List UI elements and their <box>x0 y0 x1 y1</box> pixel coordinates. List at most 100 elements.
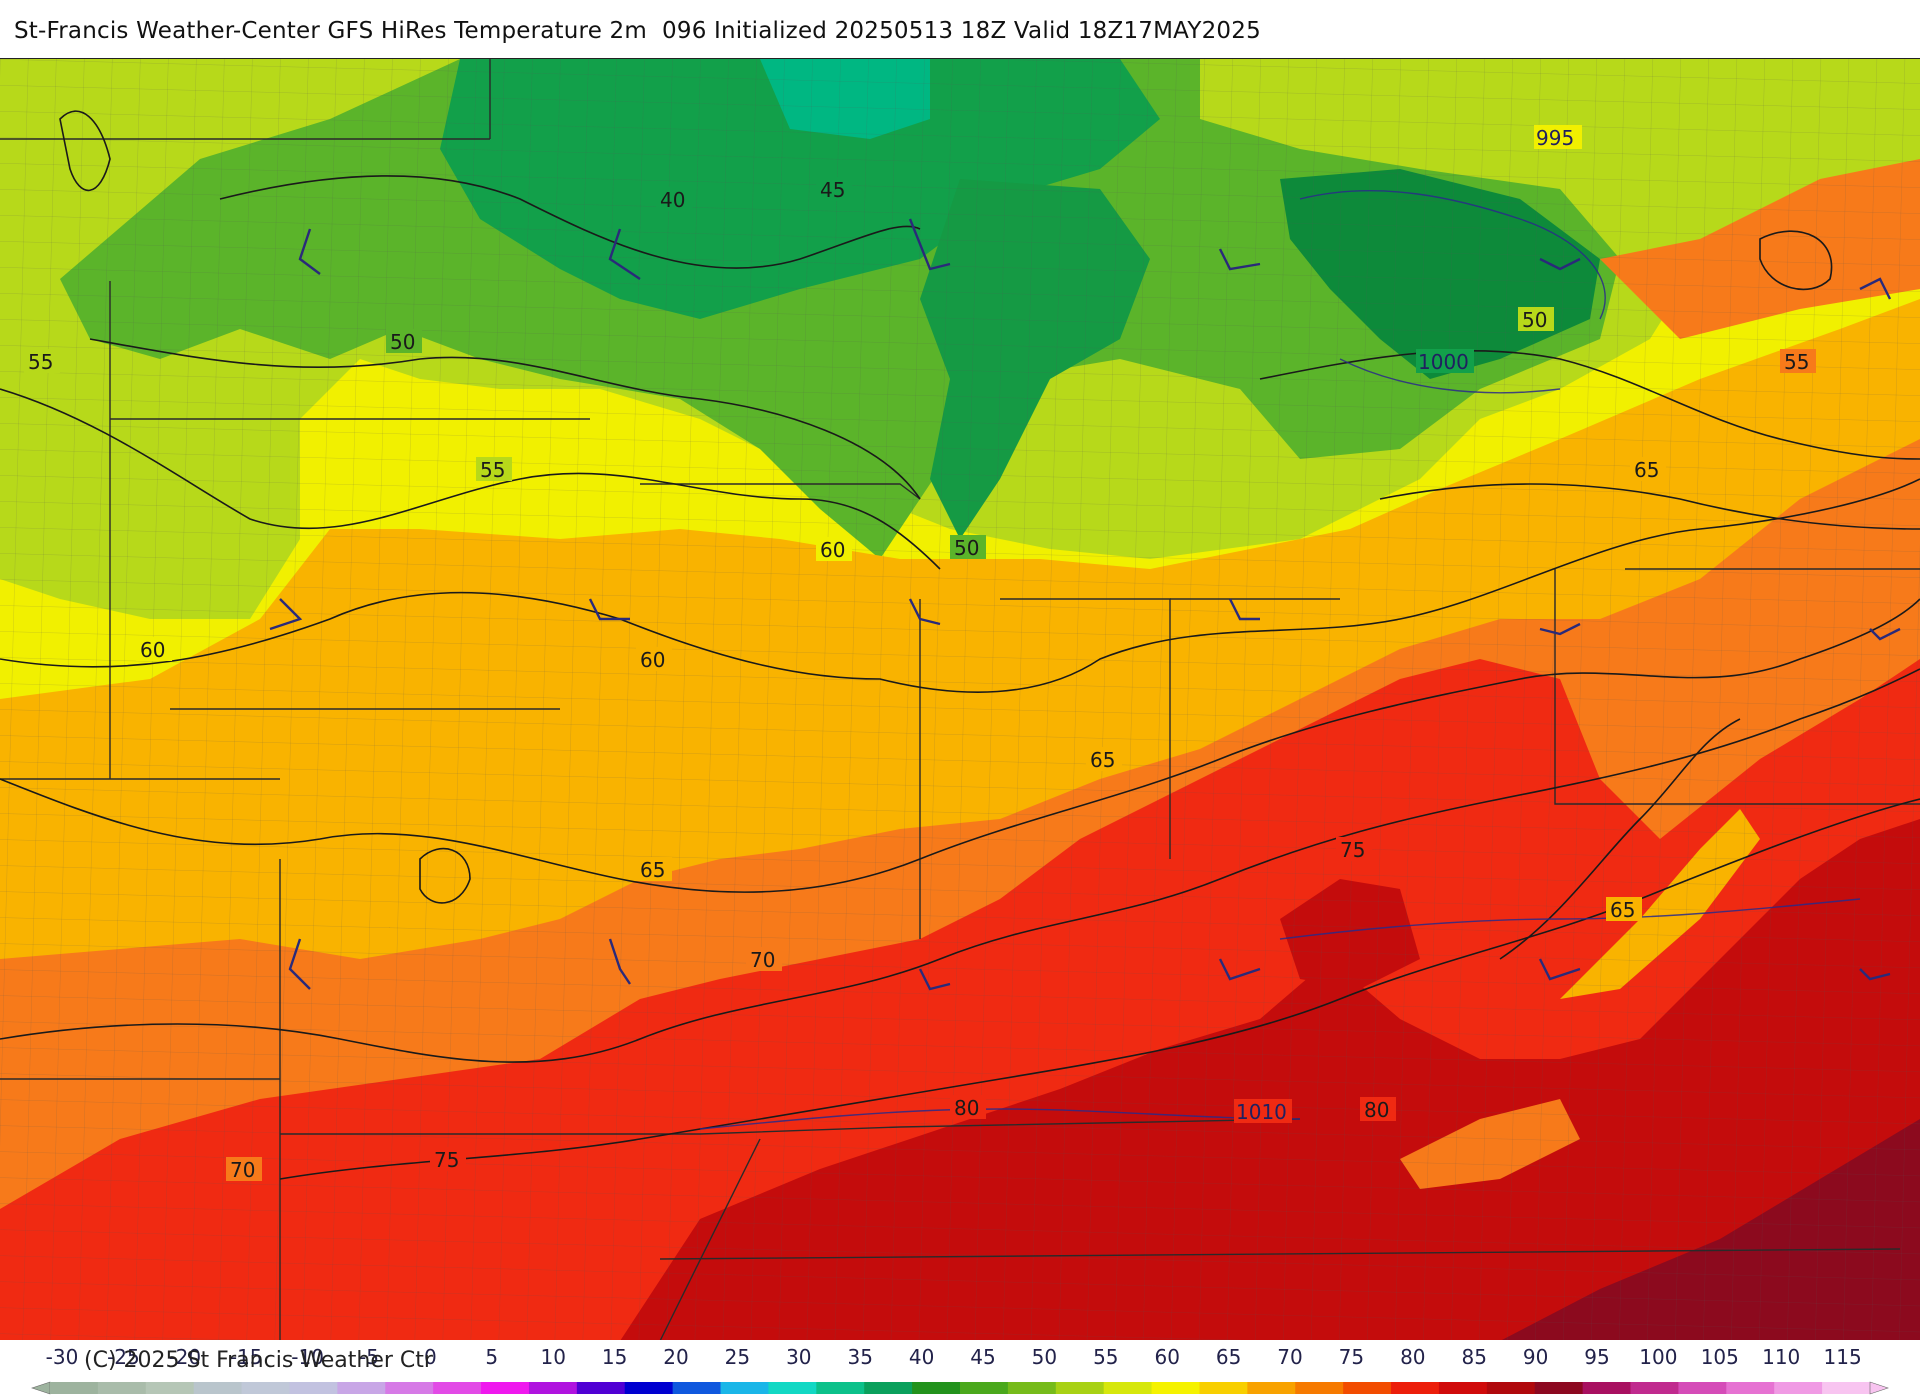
legend-tick-60: 60 <box>1154 1345 1179 1369</box>
contour-label-65-c: 65 <box>1634 458 1659 482</box>
legend-swatch <box>289 1382 338 1394</box>
contour-label-75-b: 75 <box>434 1148 459 1172</box>
contour-line-3 <box>0 388 941 570</box>
wind-barbs <box>269 218 1901 991</box>
contour-label-55-a: 55 <box>28 350 53 374</box>
isobars <box>699 190 1861 1130</box>
legend-tick-45: 45 <box>970 1345 995 1369</box>
copyright-text: (C) 2025 St Francis Weather Ctr <box>84 1348 433 1373</box>
legend-swatch <box>1151 1382 1201 1394</box>
contour-label-55-c: 55 <box>1784 350 1809 374</box>
contour-line-5 <box>0 598 1920 893</box>
contour-label-80-b: 80 <box>1364 1098 1389 1122</box>
legend-tick-75: 75 <box>1339 1345 1364 1369</box>
contour-label-70-b: 70 <box>230 1158 255 1182</box>
contour-label-60-a: 60 <box>140 638 165 662</box>
legend-tick-15: 15 <box>602 1345 627 1369</box>
contour-label-65-d: 65 <box>1610 898 1635 922</box>
county-lines <box>0 59 1920 1341</box>
contour-label-50-a: 50 <box>390 330 415 354</box>
contour-line-6 <box>0 668 1920 1063</box>
legend-swatch <box>816 1382 865 1394</box>
legend-tick-90: 90 <box>1523 1345 1548 1369</box>
wind-barb-10 <box>1228 598 1260 621</box>
legend-swatch <box>337 1382 386 1394</box>
isobar-label-1010: 1010 <box>1236 1100 1287 1124</box>
wind-barb-3 <box>908 218 951 271</box>
border-line-15 <box>659 1138 761 1341</box>
isobar-label-1000: 1000 <box>1418 350 1469 374</box>
legend-swatch <box>1007 1382 1057 1394</box>
contour-line-2 <box>89 338 921 500</box>
title-bar: St-Francis Weather-Center GFS HiRes Temp… <box>0 0 1920 58</box>
legend-tick-40: 40 <box>909 1345 934 1369</box>
wind-barb-12 <box>1869 627 1901 641</box>
map-frame: 40 45 50 50 50 50 55 55 55 55 60 60 60 6… <box>0 58 1920 1342</box>
legend-tick--10: -10 <box>291 1345 324 1369</box>
isobar-line-3 <box>699 1108 1301 1130</box>
legend-tick--15: -15 <box>230 1345 263 1369</box>
legend-swatch <box>1678 1382 1727 1394</box>
contour-label-75-a: 75 <box>1340 838 1365 862</box>
legend-tick-65: 65 <box>1216 1345 1241 1369</box>
border-line-9 <box>640 483 921 500</box>
legend-swatch <box>193 1382 243 1394</box>
legend-tick-55: 55 <box>1093 1345 1118 1369</box>
border-line-16 <box>659 1248 1901 1260</box>
legend-tick-50: 50 <box>1032 1345 1057 1369</box>
legend-tick--5: -5 <box>359 1345 379 1369</box>
wind-barb-9 <box>908 598 941 626</box>
legend-tick-95: 95 <box>1584 1345 1609 1369</box>
wind-barb-8 <box>588 598 630 621</box>
legend-swatch <box>433 1382 482 1394</box>
contour-label-65-b: 65 <box>640 858 665 882</box>
legend-tick-20: 20 <box>663 1345 688 1369</box>
legend-arrow-right <box>1869 1381 1889 1395</box>
legend-swatch <box>528 1382 578 1394</box>
wind-barb-5 <box>1539 257 1581 271</box>
wind-barb-13 <box>288 938 311 990</box>
legend-swatch <box>1726 1382 1775 1394</box>
legend-swatch <box>1822 1382 1871 1394</box>
legend-swatch <box>1055 1382 1105 1394</box>
legend-swatch <box>768 1382 817 1394</box>
legend-swatch <box>624 1382 674 1394</box>
legend-tick-25: 25 <box>725 1345 750 1369</box>
legend-tick-35: 35 <box>847 1345 872 1369</box>
isobar-labels: 995 1000 1010 <box>1234 125 1582 1124</box>
wind-barb-11 <box>1539 622 1581 636</box>
legend-swatch <box>1295 1382 1344 1394</box>
contour-line-4 <box>0 478 1920 693</box>
legend-swatch <box>1486 1382 1536 1394</box>
legend-scale: -30 -25 -20 -15 -10 -5 0 5 10 15 20 25 30 35 40 45 50 55 6… <box>31 1345 1889 1395</box>
legend-color-bar <box>31 1381 1889 1395</box>
legend-tick-30: 30 <box>786 1345 811 1369</box>
legend-swatch <box>864 1382 913 1394</box>
legend-arrow-left <box>31 1381 51 1395</box>
legend-tick--25: -25 <box>107 1345 140 1369</box>
state-borders <box>0 59 1920 1341</box>
wind-barb-1 <box>298 228 321 275</box>
wind-barb-6 <box>1859 277 1892 300</box>
contour-label-70-a: 70 <box>750 948 775 972</box>
temperature-contour-labels: 40 45 50 50 50 50 55 55 55 55 60 60 60 6… <box>24 177 1816 1182</box>
legend-tick-100: 100 <box>1639 1345 1677 1369</box>
legend-swatch <box>1343 1382 1392 1394</box>
legend-swatch <box>960 1382 1009 1394</box>
border-line-8 <box>280 1118 1301 1135</box>
contour-line-10 <box>1499 718 1741 960</box>
legend-swatch <box>1247 1382 1296 1394</box>
legend-swatch <box>720 1382 770 1394</box>
temperature-map: 40 45 50 50 50 50 55 55 55 55 60 60 60 6… <box>0 59 1920 1341</box>
legend-swatch <box>1438 1382 1488 1394</box>
contour-label-60-c: 60 <box>640 648 665 672</box>
contour-line-1 <box>219 175 921 269</box>
wind-barb-7 <box>269 598 303 631</box>
wind-barb-16 <box>1218 958 1261 981</box>
legend-swatch <box>385 1382 434 1394</box>
legend-tick-70: 70 <box>1277 1345 1302 1369</box>
legend-swatch <box>1103 1382 1153 1394</box>
legend-swatch <box>145 1382 195 1394</box>
legend-swatch <box>1534 1382 1584 1394</box>
legend-swatch <box>1199 1382 1248 1394</box>
